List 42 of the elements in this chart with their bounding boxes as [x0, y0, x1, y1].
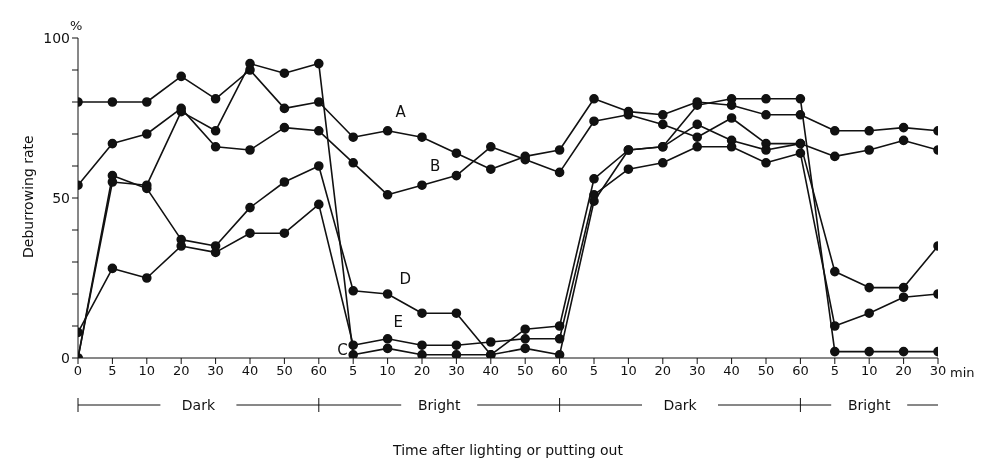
text: Dark [663, 397, 698, 413]
series-label: A [395, 102, 407, 121]
x-tick-label: 10 [379, 363, 396, 379]
text: Bright [417, 397, 461, 413]
x-tick-label: 40 [241, 363, 259, 379]
text: min [950, 365, 975, 380]
x-tick-label: 50 [757, 363, 775, 379]
x-tick-label: 10 [860, 363, 878, 379]
x-tick-label: 30 [688, 363, 706, 379]
series-label: C [337, 340, 348, 359]
x-tick-label: 40 [723, 363, 740, 379]
x-tick-label: 50 [516, 363, 534, 379]
x-tick-label: 30 [929, 363, 947, 379]
x-tick-label: 20 [895, 363, 912, 379]
text: Bright [847, 397, 891, 413]
series-label: D [399, 270, 412, 288]
x-tick-label: 60 [310, 363, 328, 379]
x-tick-label: 20 [172, 363, 190, 379]
x-tick-label: 40 [482, 363, 500, 379]
x-tick-label: 50 [276, 363, 293, 379]
text: % [70, 18, 83, 33]
x-tick-label: 30 [207, 363, 224, 379]
x-tick-label: 5 [349, 363, 358, 379]
x-axis-title: Time after lighting or putting out [392, 442, 624, 458]
x-tick-label: 20 [413, 363, 431, 379]
series-label: B [430, 157, 441, 176]
y-tick-label: 50 [52, 189, 70, 206]
y-tick-label: 100 [43, 29, 70, 46]
series-label: E [393, 312, 404, 331]
x-tick-label: 0 [73, 363, 83, 379]
text: Dark [181, 397, 216, 413]
y-axis-title: Deburrowing rate [19, 135, 36, 258]
x-tick-label: 10 [620, 363, 637, 379]
x-tick-label: 5 [589, 363, 599, 379]
x-tick-label: 60 [551, 363, 568, 379]
x-tick-label: 5 [108, 363, 117, 379]
x-tick-label: 10 [138, 363, 156, 379]
x-tick-label: 20 [654, 363, 672, 379]
x-tick-label: 5 [830, 363, 839, 379]
y-tick-label: 0 [61, 349, 70, 366]
x-tick-label: 60 [792, 363, 809, 379]
x-tick-label: 30 [448, 363, 465, 379]
